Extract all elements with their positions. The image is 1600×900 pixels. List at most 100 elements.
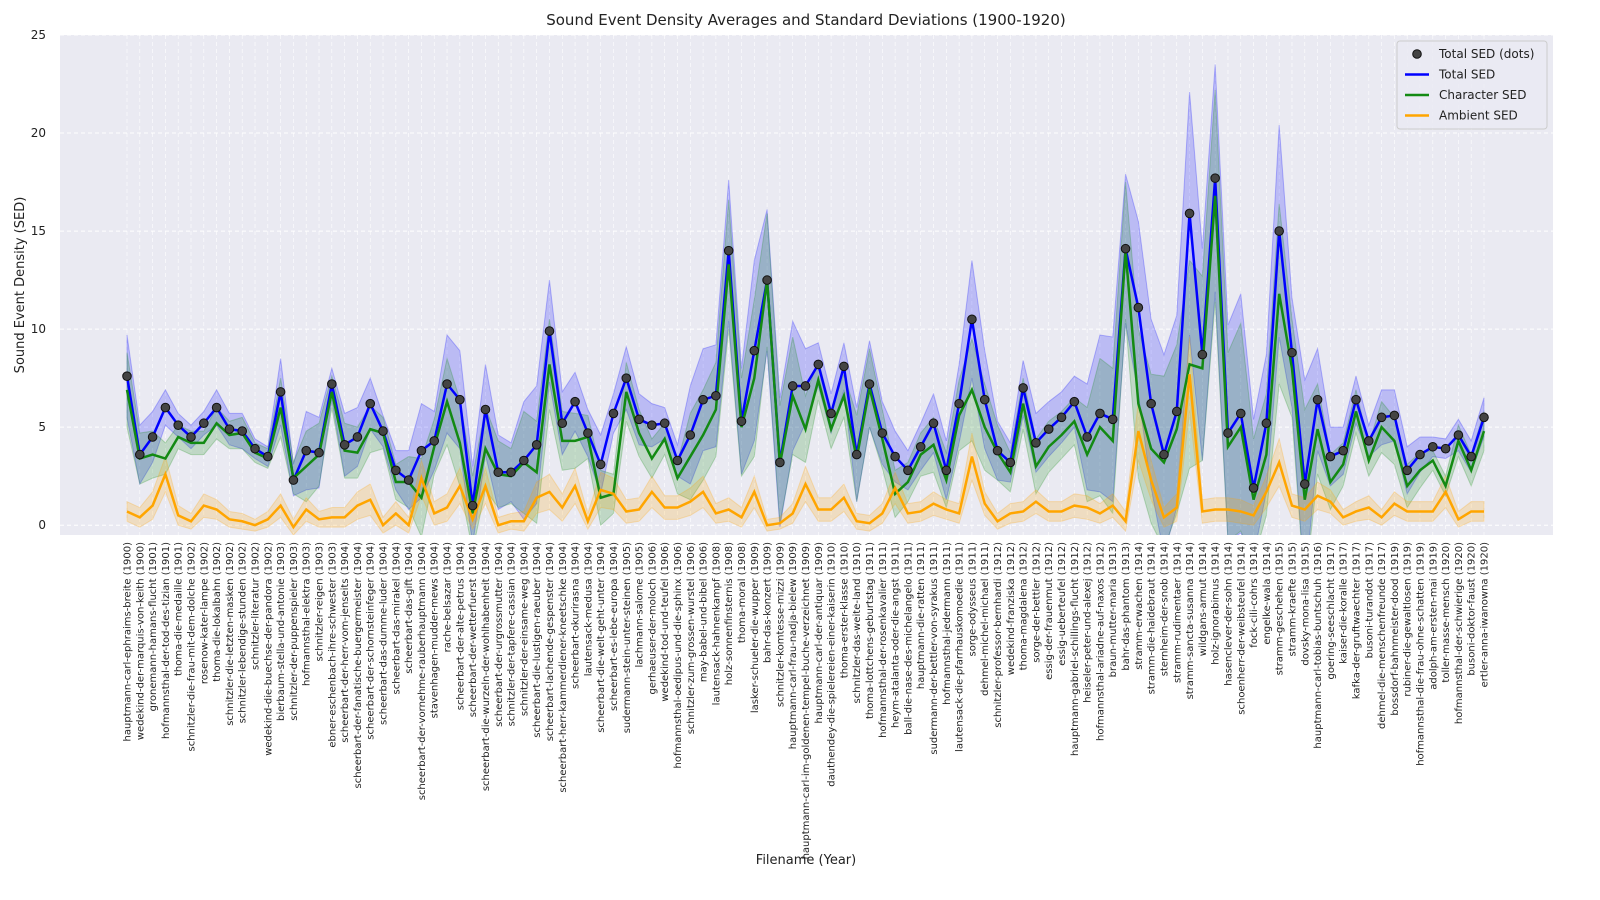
total-dot [186,432,196,442]
total-dot [954,398,964,409]
total-dot [1427,441,1438,452]
x-tick-label: scheerbart-es-lebe-europa (1904) [609,542,620,711]
total-dot [327,379,337,389]
x-tick-label: wedekind-die-buechse-der-pandora (1902) [263,542,274,756]
total-dot [211,402,222,413]
total-dot [1197,349,1208,360]
x-tick-label: scheerbart-das-dumme-luder (1904) [379,542,390,725]
total-dot [608,408,619,419]
x-tick-label: wildgans-armut (1914) [1198,542,1209,656]
x-tick-label: thoma-magdalena (1912) [1019,542,1030,670]
y-tick-label: 25 [31,28,46,42]
std-band [126,64,1485,535]
chart-title: Sound Event Density Averages and Standar… [546,11,1066,29]
x-tick-label: sudermann-stein-unter-steinen (1905) [622,542,633,733]
total-dot [1287,347,1297,358]
total-dot [1325,451,1336,462]
x-tick-label: rache-belsazar (1904) [443,542,454,652]
x-tick-label: sorge-der-bettler (1912) [1031,542,1042,663]
total-dot [1376,412,1387,423]
x-tick-label: hofmannsthal-elektra (1903) [302,542,313,686]
total-dot [621,373,632,383]
total-dot [467,500,478,511]
x-tick-label: scheerbart-das-gift (1904) [404,542,415,674]
total-dot [928,418,939,429]
total-dot [915,441,926,452]
total-dot [288,475,299,485]
total-dot [531,440,542,450]
total-dot [1120,243,1131,254]
x-tick-label: schnitzler-die-frau-mit-dem-dolche (1902… [187,542,198,752]
total-dot [1043,424,1054,434]
total-dot [711,390,721,401]
total-dot [723,245,734,256]
legend-box [1396,40,1548,130]
total-dot [787,381,798,391]
x-tick-label: gerhaeuser-der-moloch (1906) [647,542,658,695]
x-tick-label: schnitzler-komtesse-mizzi (1909) [775,542,786,707]
x-tick-label: bahr-das-phantom (1913) [1121,542,1132,671]
total-dot [122,371,132,381]
x-tick-label: holz-ignorabimus (1914) [1211,542,1222,665]
series-line [126,374,1484,530]
total-dot [1031,438,1041,448]
total-dot [992,445,1003,456]
total-dot [864,379,875,389]
x-axis-label: Filename (Year) [756,853,856,868]
x-tick-label: heym-atalanta-oder-die-angst (1911) [891,542,902,728]
total-dot [1223,428,1233,438]
legend-label: Total SED [1438,68,1495,82]
x-tick-label: hauptmann-carl-tobias-buntschuh (1916) [1313,542,1324,749]
total-dot [1453,430,1464,440]
total-dot [800,381,811,391]
x-tick-label: ebner-eschenbach-ihre-schwester (1903) [327,542,338,748]
x-tick-label: essig-der-frauenmut (1912) [1044,542,1055,680]
total-dot [839,361,849,372]
total-dot [544,326,555,336]
total-dot [1415,449,1425,460]
x-tick-label: lautensack-die-pfarrhauskomoedie (1911) [955,542,966,752]
total-dot [1479,412,1489,423]
total-dot [160,402,171,413]
x-tick-label: scheerbart-der-schornsteinfeger (1904) [366,542,377,740]
x-tick-label: hofmannsthal-die-frau-ohne-schatten (191… [1415,542,1426,766]
x-tick-label: thoma-die-lokalbahn (1902) [212,542,223,682]
total-dot [455,394,465,405]
x-tick-label: stavenhagen-mudder-mews (1904) [430,542,441,718]
x-tick-label: hasenclever-der-sohn (1914) [1223,542,1234,686]
x-tick-label: stramm-erwachen (1914) [1134,542,1145,670]
x-tick-label: ertler-anna-iwanowna (1920) [1480,542,1491,687]
total-dot [1235,408,1246,419]
total-dot [147,432,158,442]
total-dot [1171,406,1182,417]
x-tick-label: hauptmann-die-ratten (1911) [916,542,927,689]
total-dot [339,440,350,450]
x-tick-label: schnitzler-der-puppenspieler (1903) [289,542,300,721]
total-dot [979,394,990,405]
x-tick-label: stramm-sancta-susanna (1914) [1185,542,1196,700]
x-tick-label: kaiser-die-koralle (1917) [1339,542,1350,664]
x-tick-label: schnitzler-die-letzten-masken (1902) [225,542,236,726]
total-dot [672,455,683,466]
total-dot [890,451,900,462]
total-dot [1338,445,1348,456]
total-dot [851,449,862,460]
x-tick-label: rubiner-die-gewaltlosen (1919) [1403,542,1414,697]
y-tick-label: 0 [38,518,46,532]
total-dot [224,424,235,434]
x-tick-label: essig-ueberteufel (1912) [1057,542,1068,666]
x-tick-label: hauptmann-carl-ephraims-breite (1900) [123,542,134,742]
total-dot [1069,396,1080,407]
total-dot [659,418,670,429]
total-dot [1274,226,1284,236]
x-tick-label: thoma-die-medaille (1901) [174,542,185,676]
total-dot [1466,451,1476,462]
x-tick-label: schnitzler-der-einsame-weg (1904) [519,542,530,716]
total-dot [1363,436,1374,446]
x-tick-label: scheerbart-der-alte-petrus (1904) [455,542,466,710]
x-tick-label: gronemann-hamans-flucht (1901) [148,542,159,711]
total-dot [557,418,568,429]
total-dot [903,465,913,476]
total-dot [1018,383,1028,393]
